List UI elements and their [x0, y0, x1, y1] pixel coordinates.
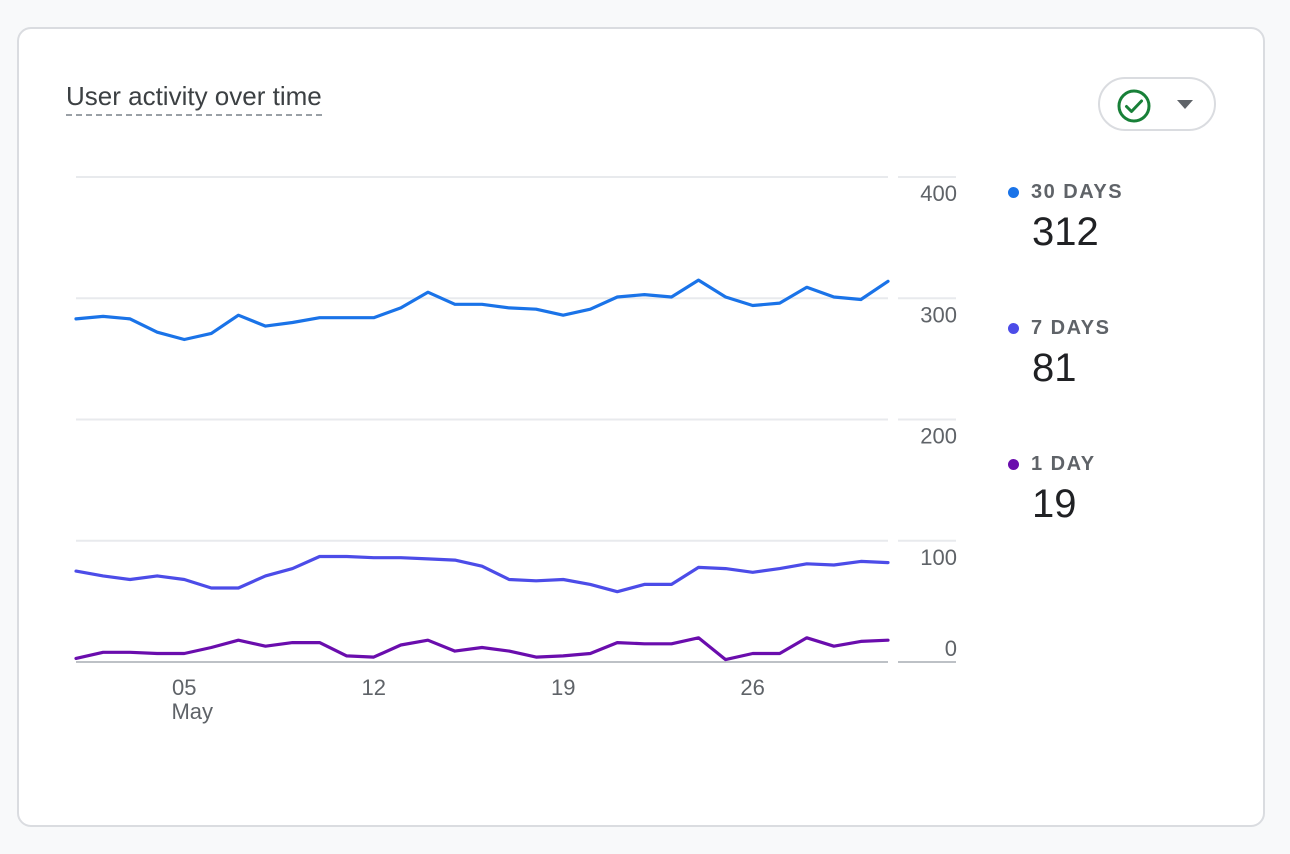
legend-item-7-days[interactable]: 7 DAYS 81 — [1008, 316, 1110, 392]
chart-card — [17, 27, 1265, 827]
legend-dot — [1008, 186, 1019, 198]
chart-series — [74, 278, 890, 662]
legend-label: 1 DAY — [1031, 452, 1096, 475]
legend-value: 81 — [1032, 346, 1077, 390]
series-line-7-days[interactable] — [74, 554, 890, 594]
legend-dot — [1008, 458, 1019, 470]
x-tick-label: 26 — [740, 675, 764, 700]
y-tick-label: 300 — [920, 302, 957, 327]
legend-item-30-days[interactable]: 30 DAYS 312 — [1008, 180, 1123, 256]
y-tick-label: 200 — [920, 424, 957, 449]
y-tick-label: 0 — [945, 636, 957, 661]
x-tick-label: 05 — [172, 675, 196, 700]
x-tick-sublabel: May — [171, 699, 213, 724]
y-axis-ticks: 0 100 200 300 400 — [920, 181, 957, 661]
caret-down-icon — [1177, 100, 1193, 109]
x-tick-label: 19 — [551, 675, 575, 700]
series-line-1-day[interactable] — [74, 636, 890, 662]
legend-value: 312 — [1032, 210, 1099, 254]
x-tick-label: 12 — [361, 675, 385, 700]
series-line-30-days[interactable] — [74, 278, 890, 342]
legend-dot — [1008, 322, 1019, 334]
chart-gridlines — [76, 176, 956, 663]
y-tick-label: 100 — [920, 545, 957, 570]
y-tick-label: 400 — [920, 181, 957, 206]
check-circle-icon — [1117, 89, 1151, 123]
status-dropdown-button[interactable] — [1098, 77, 1216, 131]
legend-item-1-day[interactable]: 1 DAY 19 — [1008, 452, 1096, 528]
legend-value: 19 — [1032, 482, 1077, 526]
legend-label: 30 DAYS — [1031, 180, 1124, 203]
legend-label: 7 DAYS — [1031, 316, 1111, 339]
card-title[interactable]: User activity over time — [66, 80, 322, 116]
